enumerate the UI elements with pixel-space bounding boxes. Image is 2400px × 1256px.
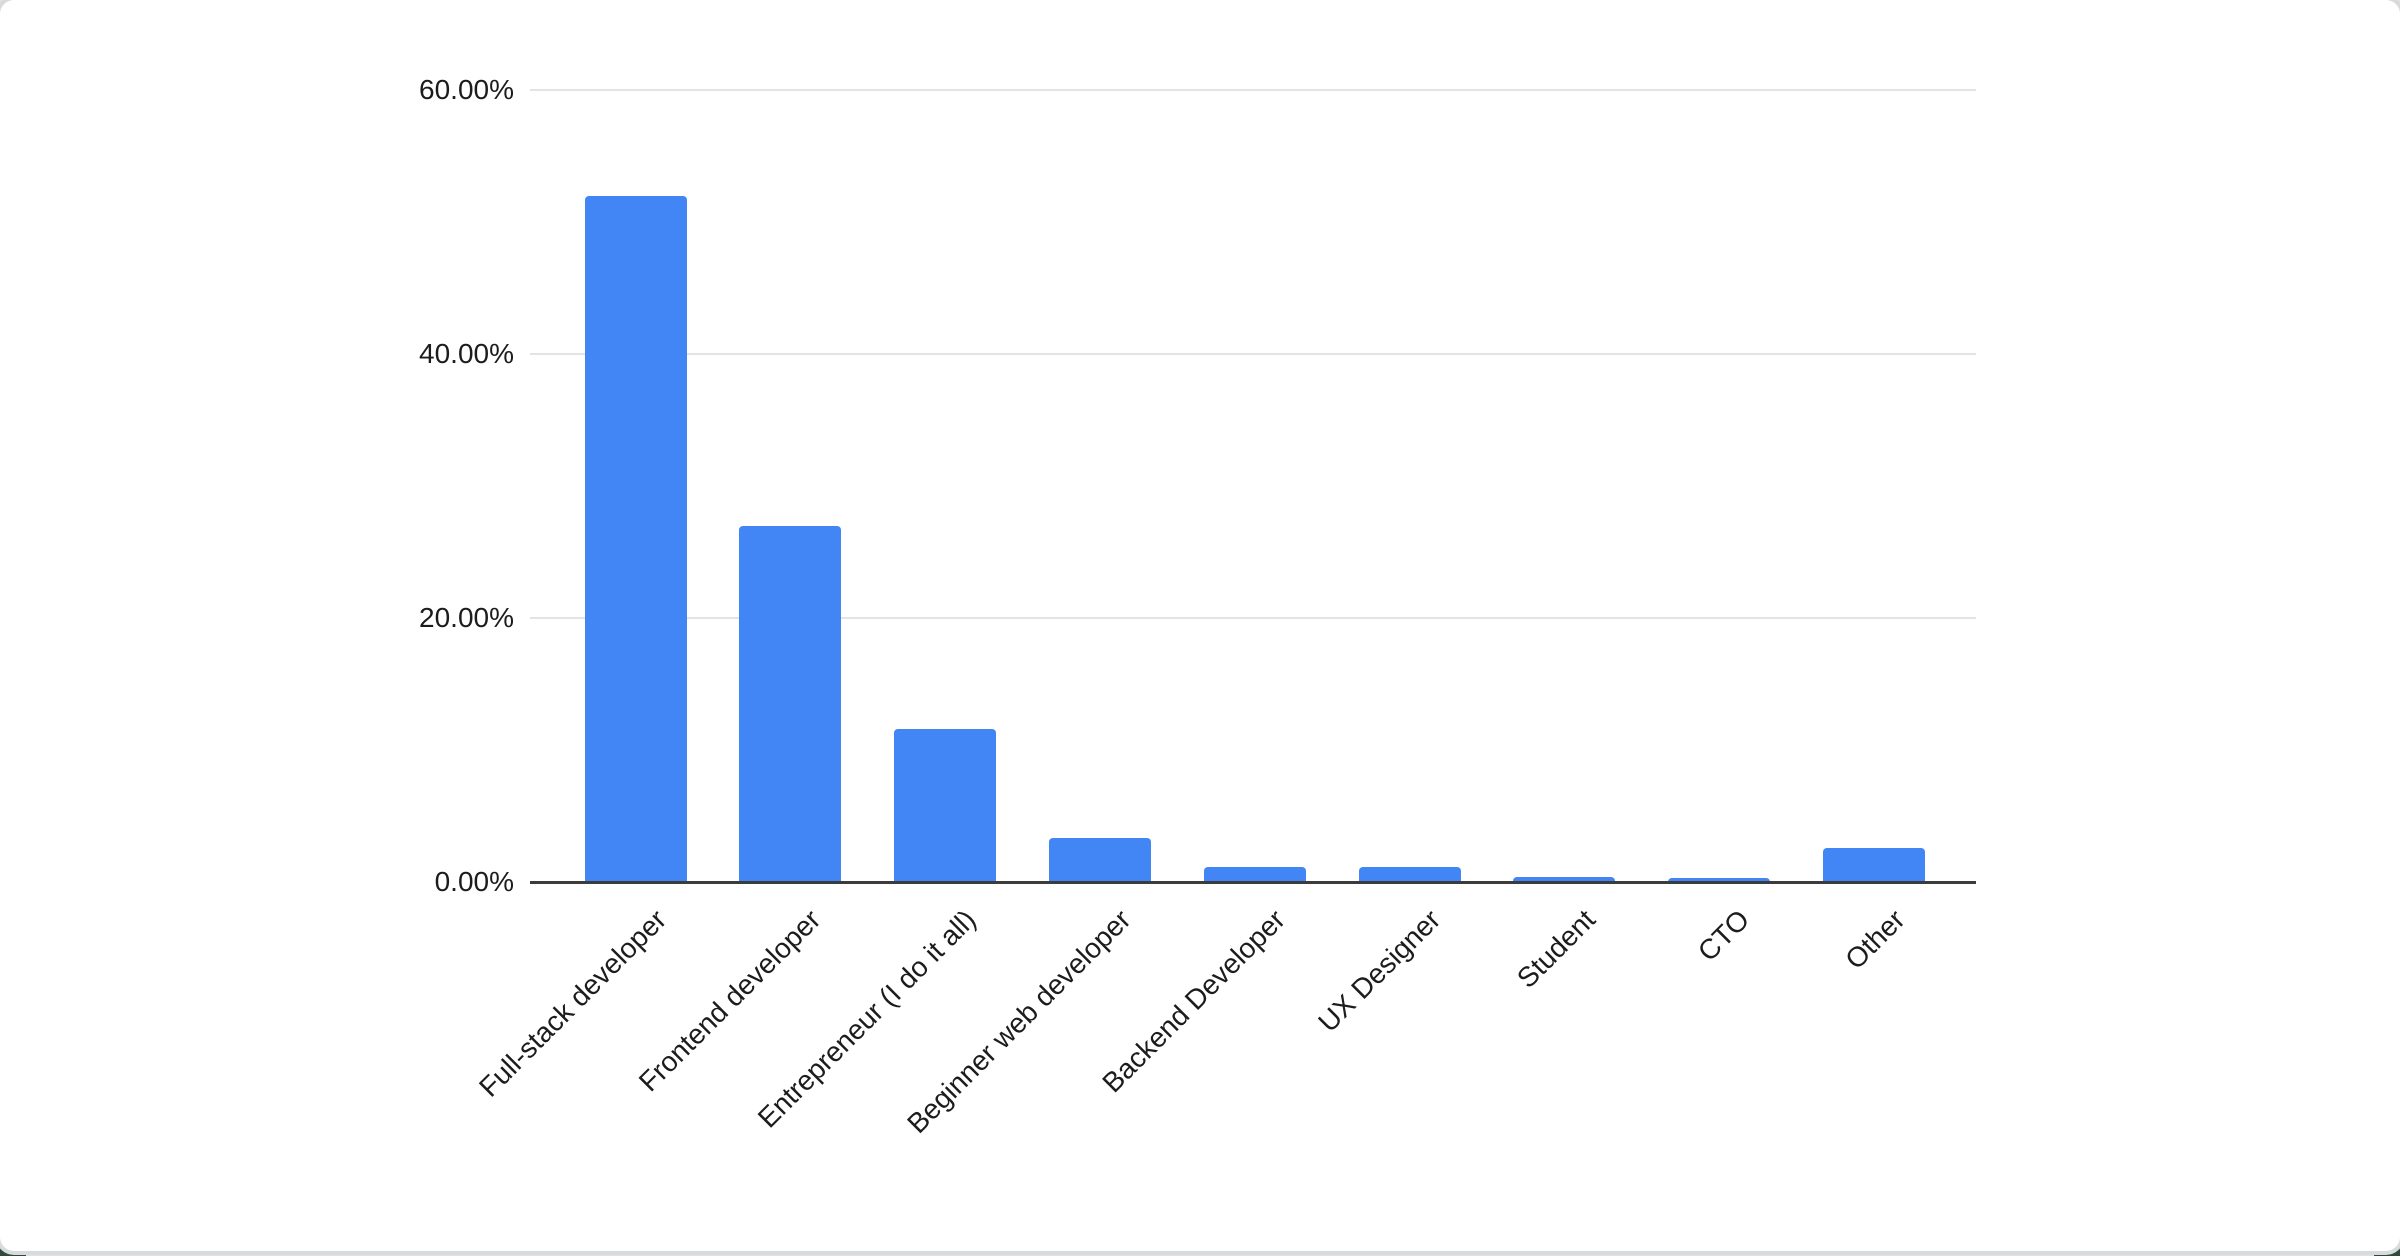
bar[interactable] [1513, 876, 1616, 882]
bar[interactable] [1203, 867, 1306, 882]
y-axis-tick-label: 0.00% [434, 866, 514, 897]
gridline-20 [530, 617, 1976, 619]
bar[interactable] [1668, 878, 1771, 882]
bar[interactable] [894, 728, 997, 882]
y-axis-tick-label: 60.00% [419, 74, 514, 105]
page-background-accent-right [2374, 1246, 2400, 1256]
bar[interactable] [1048, 838, 1151, 882]
bar[interactable] [1358, 867, 1461, 882]
y-axis-tick-label: 40.00% [419, 338, 514, 369]
page-background-accent-left [0, 1246, 26, 1256]
bar[interactable] [1822, 847, 1925, 882]
x-axis-category-label: Other [1839, 903, 1911, 976]
gridline-60 [530, 89, 1976, 91]
x-axis-category-label: UX Designer [1311, 903, 1447, 1038]
x-axis-line [530, 881, 1976, 884]
x-axis-category-label: CTO [1692, 903, 1756, 968]
x-axis-category-label: Student [1510, 903, 1601, 994]
gridline-40 [530, 353, 1976, 355]
bar[interactable] [739, 525, 842, 882]
bar[interactable] [584, 195, 687, 882]
y-axis-tick-label: 20.00% [419, 602, 514, 633]
